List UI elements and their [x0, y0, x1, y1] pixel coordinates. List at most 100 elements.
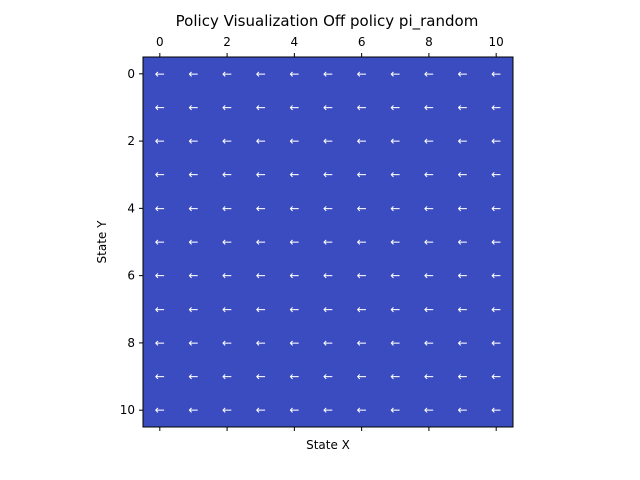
policy-arrow: ← [289, 134, 299, 148]
y-tick-label: 4 [127, 201, 135, 215]
policy-arrow: ← [424, 235, 434, 249]
policy-arrow: ← [458, 269, 468, 283]
policy-arrow: ← [491, 235, 501, 249]
policy-arrow: ← [222, 235, 232, 249]
policy-arrow: ← [323, 201, 333, 215]
policy-arrow: ← [458, 336, 468, 350]
policy-arrow: ← [323, 67, 333, 81]
policy-arrow: ← [357, 134, 367, 148]
policy-arrow: ← [155, 201, 165, 215]
policy-arrow: ← [491, 336, 501, 350]
policy-arrow: ← [289, 336, 299, 350]
policy-arrow: ← [155, 134, 165, 148]
policy-arrow: ← [323, 336, 333, 350]
policy-arrow: ← [458, 302, 468, 316]
policy-arrow: ← [424, 336, 434, 350]
policy-arrow: ← [289, 100, 299, 114]
y-tick-label: 6 [127, 269, 135, 283]
policy-arrow: ← [357, 201, 367, 215]
policy-arrow: ← [323, 403, 333, 417]
policy-arrow: ← [256, 100, 266, 114]
policy-arrow: ← [323, 370, 333, 384]
x-axis-top: 0 2 4 6 8 10 [156, 35, 504, 57]
policy-arrow: ← [289, 370, 299, 384]
policy-arrow: ← [188, 201, 198, 215]
policy-arrow: ← [256, 235, 266, 249]
policy-arrow: ← [424, 201, 434, 215]
policy-arrow: ← [289, 235, 299, 249]
policy-arrow: ← [491, 134, 501, 148]
policy-arrow: ← [222, 336, 232, 350]
policy-arrow: ← [390, 168, 400, 182]
policy-arrow: ← [256, 403, 266, 417]
policy-arrow: ← [256, 269, 266, 283]
x-axis-bottom [159, 427, 497, 431]
policy-arrow: ← [357, 370, 367, 384]
policy-arrow: ← [155, 67, 165, 81]
policy-arrow: ← [390, 235, 400, 249]
policy-arrow: ← [424, 168, 434, 182]
plot-frame [142, 56, 514, 428]
x-tick-label: 8 [425, 35, 433, 49]
policy-arrow: ← [458, 100, 468, 114]
policy-arrow: ← [390, 403, 400, 417]
policy-arrow: ← [323, 269, 333, 283]
y-tick-label: 2 [127, 134, 135, 148]
policy-arrow: ← [222, 403, 232, 417]
policy-arrow: ← [256, 134, 266, 148]
policy-arrow: ← [256, 67, 266, 81]
policy-arrow: ← [424, 134, 434, 148]
policy-arrow: ← [458, 235, 468, 249]
policy-arrow: ← [458, 168, 468, 182]
policy-arrow: ← [491, 302, 501, 316]
policy-arrow: ← [188, 370, 198, 384]
policy-arrow: ← [390, 336, 400, 350]
policy-arrow: ← [390, 370, 400, 384]
policy-arrow: ← [458, 201, 468, 215]
policy-arrow: ← [491, 201, 501, 215]
policy-arrow: ← [323, 302, 333, 316]
policy-arrow: ← [357, 100, 367, 114]
policy-arrow: ← [222, 269, 232, 283]
policy-arrow: ← [222, 134, 232, 148]
policy-arrow: ← [188, 302, 198, 316]
policy-arrow: ← [357, 403, 367, 417]
policy-arrow: ← [357, 168, 367, 182]
policy-arrow: ← [424, 403, 434, 417]
policy-arrow: ← [222, 302, 232, 316]
policy-arrow: ← [289, 201, 299, 215]
policy-arrow: ← [491, 168, 501, 182]
y-tick-label: 8 [127, 336, 135, 350]
policy-arrow: ← [155, 269, 165, 283]
policy-arrow: ← [155, 100, 165, 114]
policy-arrow: ← [222, 67, 232, 81]
policy-arrow: ← [390, 67, 400, 81]
policy-arrow: ← [188, 336, 198, 350]
policy-arrow: ← [357, 67, 367, 81]
x-tick-label: 2 [223, 35, 231, 49]
policy-arrow: ← [256, 302, 266, 316]
policy-arrow: ← [458, 370, 468, 384]
policy-arrow: ← [323, 134, 333, 148]
policy-arrow: ← [491, 100, 501, 114]
policy-arrow: ← [155, 168, 165, 182]
y-tick-label: 10 [120, 403, 135, 417]
policy-arrow: ← [390, 134, 400, 148]
policy-arrow: ← [357, 302, 367, 316]
policy-arrow: ← [256, 201, 266, 215]
x-tick-label: 6 [358, 35, 366, 49]
policy-arrow: ← [357, 269, 367, 283]
policy-arrows: ← ← ← ← ← ← ← ← ← ← ← ← ← ← ← ← ← ← ← ← ← ← ← ← ← ← ← ← ← ← ← ← ← ← ← ← ← ← ← ←… [155, 67, 501, 417]
policy-arrow: ← [289, 168, 299, 182]
chart-title: Policy Visualization Off policy pi_rando… [176, 12, 479, 31]
policy-arrow: ← [491, 403, 501, 417]
policy-arrow: ← [222, 168, 232, 182]
policy-arrow: ← [188, 168, 198, 182]
policy-arrow: ← [424, 370, 434, 384]
policy-arrow: ← [390, 269, 400, 283]
policy-arrow: ← [357, 336, 367, 350]
heatmap-background [143, 57, 513, 427]
policy-arrow: ← [155, 235, 165, 249]
policy-arrow: ← [289, 302, 299, 316]
